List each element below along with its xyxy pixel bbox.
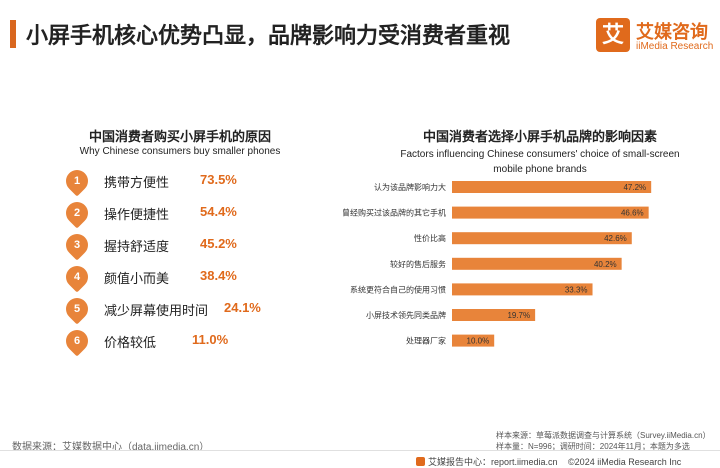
value-label: 10.0% [467,337,490,346]
number-badge-icon: 4 [61,261,93,293]
number-badge-icon: 1 [61,165,93,197]
reason-item-6: 6 价格较低 11.0% [61,325,326,357]
sample-size: 样本量：N=996；调研时间：2024年11月；本题为多选 [496,442,690,451]
reason-value: 45.2% [200,236,237,251]
bar [452,181,652,193]
reason-item-5: 5 减少屏幕使用时间 24.1% [61,293,326,325]
reason-item-4: 4 颜值小而美 38.4% [61,261,326,293]
category-label: 认为该品牌影响力大 [374,182,446,192]
brand-logo: 艾 艾媒咨询 iiMedia Research [596,16,716,56]
bar [452,309,536,321]
brand-logo-mark: 艾 [596,18,630,52]
bar [452,283,593,296]
page-title: 小屏手机核心优势凸显，品牌影响力受消费者重视 [26,23,511,48]
report-site: 艾媒报告中心：report.iimedia.cn [428,457,558,467]
reason-label: 减少屏幕使用时间 [104,303,209,318]
category-label: 处理器厂家 [406,336,446,346]
footer-divider [0,450,720,451]
factors-title-en: Factors influencing Chinese consumers' c… [360,147,720,177]
reason-value: 24.1% [224,300,261,315]
factors-title-cn: 中国消费者选择小屏手机品牌的影响因素 [422,129,657,144]
value-label: 33.3% [565,285,588,294]
data-source: 数据来源：艾媒数据中心（data.iimedia.cn） [12,442,210,453]
bar [452,232,632,245]
value-label: 42.6% [604,234,627,243]
number-badge-icon: 5 [61,293,93,325]
bar [452,257,622,270]
factors-title-en-line2: mobile phone brands [493,164,587,175]
reason-value: 11.0% [192,332,229,347]
reasons-title-en: Why Chinese consumers buy smaller phones [79,146,281,157]
reason-item-2: 2 操作便捷性 54.4% [61,197,326,229]
category-label: 小屏技术领先同类品牌 [366,310,446,320]
bar [452,334,495,347]
sample-source: 样本来源：草莓派数据调查与计算系统（Survey.iiMedia.cn） [496,431,711,440]
bar [452,206,649,219]
number-badge-icon: 2 [61,197,93,229]
value-label: 19.7% [507,311,530,320]
brand-name-en: iiMedia Research [636,41,714,52]
reason-value: 38.4% [200,268,237,283]
value-label: 47.2% [623,183,646,192]
reasons-title-cn: 中国消费者购买小屏手机的原因 [88,129,271,144]
title-accent-bar [10,20,16,48]
report-center-icon [416,457,425,466]
reason-label: 颜值小而美 [104,271,170,286]
factors-bar-chart: 认为该品牌影响力大 47.2% 曾经购买过该品牌的其它手机 46.6% 性价比高 42.6… [342,181,652,347]
value-label: 40.2% [594,260,617,269]
footer-bar: 艾媒报告中心：report.iimedia.cn ©2024 iiMedia R… [416,455,681,468]
reason-value: 73.5% [200,172,237,187]
number-badge-icon: 6 [61,325,93,357]
value-label: 46.6% [621,209,644,218]
reason-label: 价格较低 [104,335,157,350]
reason-label: 操作便捷性 [104,207,170,222]
reason-value: 54.4% [200,204,237,219]
reason-item-3: 3 握持舒适度 45.2% [61,229,326,261]
reason-label: 握持舒适度 [104,239,170,254]
factors-title-en-line1: Factors influencing Chinese consumers' c… [400,149,680,160]
copyright: ©2024 iiMedia Research Inc [568,457,682,467]
number-badge-icon: 3 [61,229,93,261]
category-label: 性价比高 [414,233,446,243]
brand-name-cn: 艾媒咨询 [636,22,708,42]
category-label: 曾经购买过该品牌的其它手机 [342,208,446,218]
category-label: 系统更符合自己的使用习惯 [350,284,446,294]
reason-item-1: 1 携带方便性 73.5% [61,165,326,197]
reason-label: 携带方便性 [104,175,170,190]
category-label: 较好的售后服务 [390,259,446,269]
